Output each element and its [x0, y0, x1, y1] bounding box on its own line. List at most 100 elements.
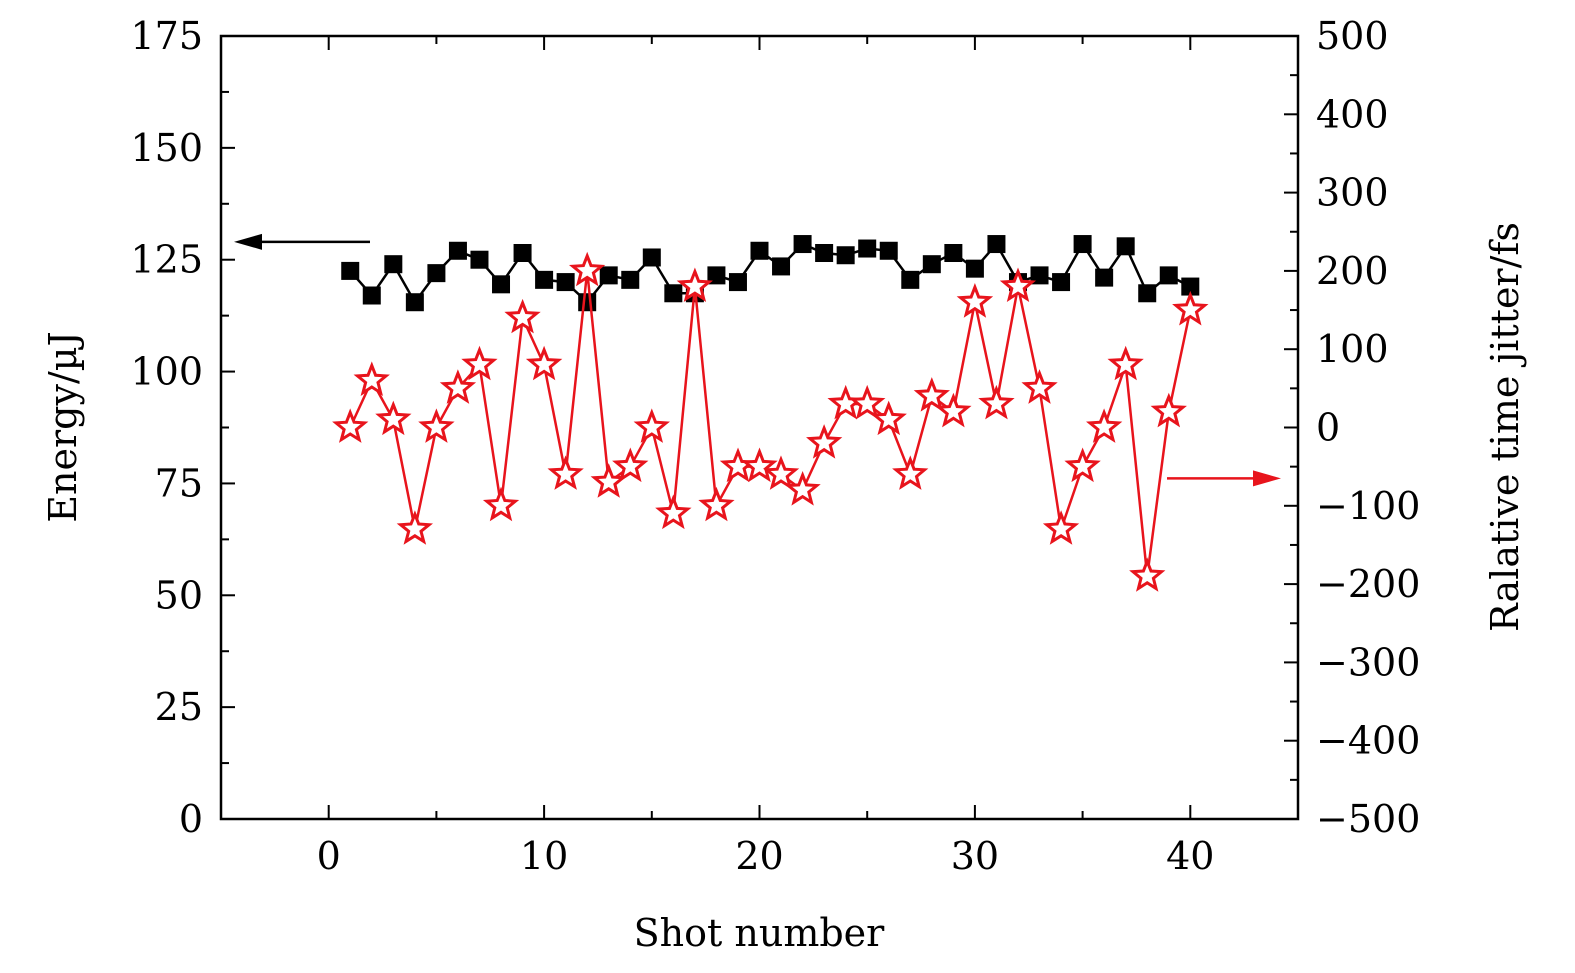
data-point-star [956, 283, 994, 318]
jitter-series [332, 251, 1209, 592]
data-point-square [642, 248, 661, 267]
right-y-tick-label: 500 [1316, 14, 1389, 58]
right-y-tick-label: 400 [1316, 92, 1389, 136]
x-tick-label: 10 [520, 834, 568, 878]
data-point-star [1064, 447, 1101, 483]
data-point-square [513, 244, 532, 263]
left-y-tick-label: 125 [130, 238, 203, 282]
data-point-star [633, 408, 671, 443]
data-point-star [525, 345, 563, 381]
data-point-star [870, 400, 907, 436]
data-point-star [482, 486, 520, 522]
data-point-square [1030, 266, 1049, 285]
left-y-tick-label: 0 [179, 797, 203, 841]
series-line [349, 241, 1191, 305]
right-y-tick-label: −200 [1316, 562, 1420, 606]
data-point-square [578, 293, 597, 312]
x-axis-title: Shot number [634, 911, 886, 955]
data-point-square [772, 257, 791, 276]
data-point-star [806, 424, 843, 459]
data-point-square [556, 273, 575, 292]
data-point-star [1021, 369, 1058, 404]
data-point-square [728, 273, 747, 292]
data-point-square [944, 244, 963, 263]
data-point-square [750, 241, 769, 260]
data-point-star [892, 455, 929, 490]
data-point-square [470, 250, 489, 269]
data-point-square [1138, 284, 1157, 303]
data-point-square [384, 255, 403, 274]
data-point-star [762, 455, 800, 490]
data-point-square [793, 235, 812, 254]
data-point-star [1086, 408, 1123, 443]
data-point-square [707, 266, 726, 285]
data-point-star [1150, 392, 1187, 428]
left-y-tick-label: 175 [130, 14, 203, 58]
left-y-tick-label: 50 [155, 573, 203, 617]
right-y-tick-label: 300 [1316, 171, 1389, 215]
data-point-star [612, 447, 649, 483]
data-point-star [418, 408, 455, 443]
data-point-star [547, 455, 584, 490]
data-point-star [848, 384, 886, 420]
right-y-tick-label: −400 [1316, 719, 1420, 763]
data-point-square [1095, 268, 1114, 287]
plot-frame [219, 34, 1300, 821]
data-point-square [987, 235, 1006, 254]
left-y-tick-label: 75 [155, 461, 203, 505]
data-point-star [676, 267, 713, 303]
axes [219, 34, 1300, 821]
data-point-square [965, 259, 984, 278]
data-point-star [999, 267, 1037, 303]
data-point-square [341, 261, 360, 280]
data-point-square [922, 255, 941, 274]
right-y-tick-label: −100 [1316, 484, 1420, 528]
energy-series [341, 235, 1200, 312]
x-tick-label: 0 [317, 834, 341, 878]
data-point-star [375, 400, 412, 436]
data-point-star [590, 463, 627, 498]
data-point-square [1181, 277, 1200, 296]
data-point-square [362, 286, 381, 305]
left-y-axis-title: Energy/µJ [41, 331, 85, 522]
data-point-square [1116, 237, 1135, 256]
series [332, 235, 1209, 592]
data-point-star [935, 392, 972, 428]
left-y-tick-label: 100 [130, 350, 203, 394]
data-point-star [439, 369, 477, 404]
data-point-star [1107, 345, 1144, 381]
data-point-square [599, 266, 618, 285]
data-point-star [784, 470, 821, 506]
left-y-tick-label: 150 [130, 126, 203, 170]
right-y-tick-label: −300 [1316, 640, 1420, 684]
data-point-star [396, 510, 433, 545]
left-axis-arrow-head [234, 233, 262, 250]
data-point-square [815, 244, 834, 263]
right-y-axis-title: Ralative time jitter/fs [1483, 222, 1527, 632]
data-point-star [655, 494, 692, 530]
data-point-star [913, 377, 951, 412]
data-point-square [405, 293, 424, 312]
left-y-tick-label: 25 [155, 685, 203, 729]
data-point-square [664, 284, 683, 303]
data-point-square [1073, 235, 1092, 254]
data-point-star [568, 251, 606, 287]
data-point-square [448, 241, 467, 260]
right-y-tick-label: −500 [1316, 797, 1420, 841]
data-point-star [978, 384, 1015, 420]
data-point-square [1052, 273, 1071, 292]
x-tick-label: 20 [735, 834, 783, 878]
right-axis-arrow-head [1253, 470, 1281, 487]
right-y-tick-label: 100 [1316, 327, 1389, 371]
data-point-square [858, 239, 877, 258]
data-point-square [427, 264, 446, 283]
right-y-tick-label: 200 [1316, 249, 1389, 293]
data-point-star [1129, 557, 1166, 592]
x-tick-label: 40 [1166, 834, 1214, 878]
data-point-star [741, 447, 778, 483]
data-point-square [901, 270, 920, 289]
data-point-square [535, 270, 554, 289]
data-point-square [836, 246, 855, 265]
data-point-star [353, 361, 390, 397]
